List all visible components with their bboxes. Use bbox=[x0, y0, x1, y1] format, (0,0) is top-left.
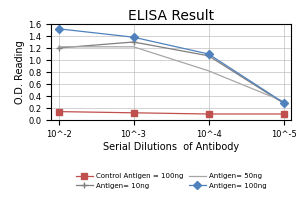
Antigen= 50ng bbox=[282, 100, 285, 103]
Control Antigen = 100ng bbox=[57, 110, 60, 113]
Line: Antigen= 50ng: Antigen= 50ng bbox=[58, 47, 284, 101]
Line: Control Antigen = 100ng: Control Antigen = 100ng bbox=[56, 109, 286, 117]
Control Antigen = 100ng bbox=[132, 112, 135, 114]
Antigen= 50ng bbox=[207, 70, 210, 72]
Y-axis label: O.D. Reading: O.D. Reading bbox=[15, 40, 25, 104]
Line: Antigen= 10ng: Antigen= 10ng bbox=[55, 39, 287, 107]
X-axis label: Serial Dilutions  of Antibody: Serial Dilutions of Antibody bbox=[103, 142, 239, 152]
Line: Antigen= 100ng: Antigen= 100ng bbox=[56, 26, 286, 105]
Title: ELISA Result: ELISA Result bbox=[128, 9, 214, 23]
Legend: Control Antigen = 100ng, Antigen= 10ng, Antigen= 50ng, Antigen= 100ng: Control Antigen = 100ng, Antigen= 10ng, … bbox=[76, 173, 266, 189]
Antigen= 100ng bbox=[57, 28, 60, 30]
Antigen= 10ng bbox=[282, 102, 285, 104]
Antigen= 10ng bbox=[207, 55, 210, 57]
Antigen= 10ng bbox=[132, 41, 135, 43]
Control Antigen = 100ng bbox=[282, 113, 285, 115]
Antigen= 10ng bbox=[57, 47, 60, 49]
Antigen= 50ng bbox=[132, 46, 135, 48]
Control Antigen = 100ng bbox=[207, 113, 210, 115]
Antigen= 100ng bbox=[132, 36, 135, 38]
Antigen= 100ng bbox=[282, 101, 285, 104]
Antigen= 100ng bbox=[207, 53, 210, 55]
Antigen= 50ng bbox=[57, 46, 60, 48]
